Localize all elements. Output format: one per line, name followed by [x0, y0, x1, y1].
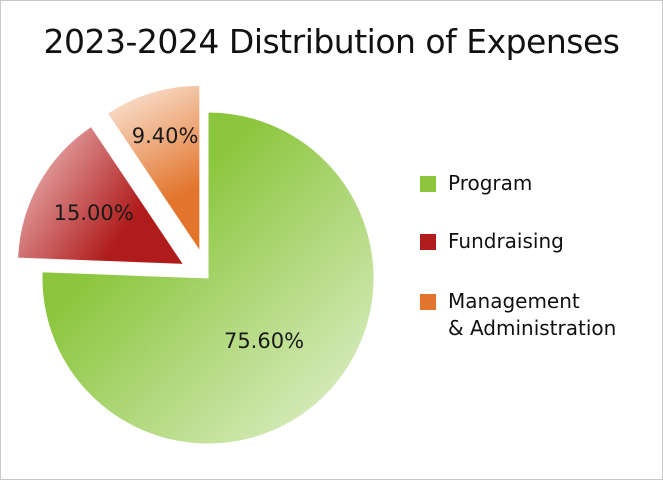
slice-label-management: 9.40%: [132, 124, 199, 148]
pie-slice-program: [41, 111, 375, 445]
legend-swatch: [420, 176, 436, 192]
legend-label: Management & Administration: [448, 289, 617, 340]
legend-swatch: [420, 234, 436, 250]
pie-slice-fundraising: [17, 125, 185, 265]
legend-label: Fundraising: [448, 229, 564, 253]
legend-label: Program: [448, 171, 533, 195]
chart-title: 2023-2024 Distribution of Expenses: [43, 22, 620, 61]
legend-swatch: [420, 294, 436, 310]
pie-slice-management: [106, 84, 201, 253]
slice-label-fundraising: 15.00%: [54, 201, 134, 225]
slice-label-program: 75.60%: [224, 329, 304, 353]
